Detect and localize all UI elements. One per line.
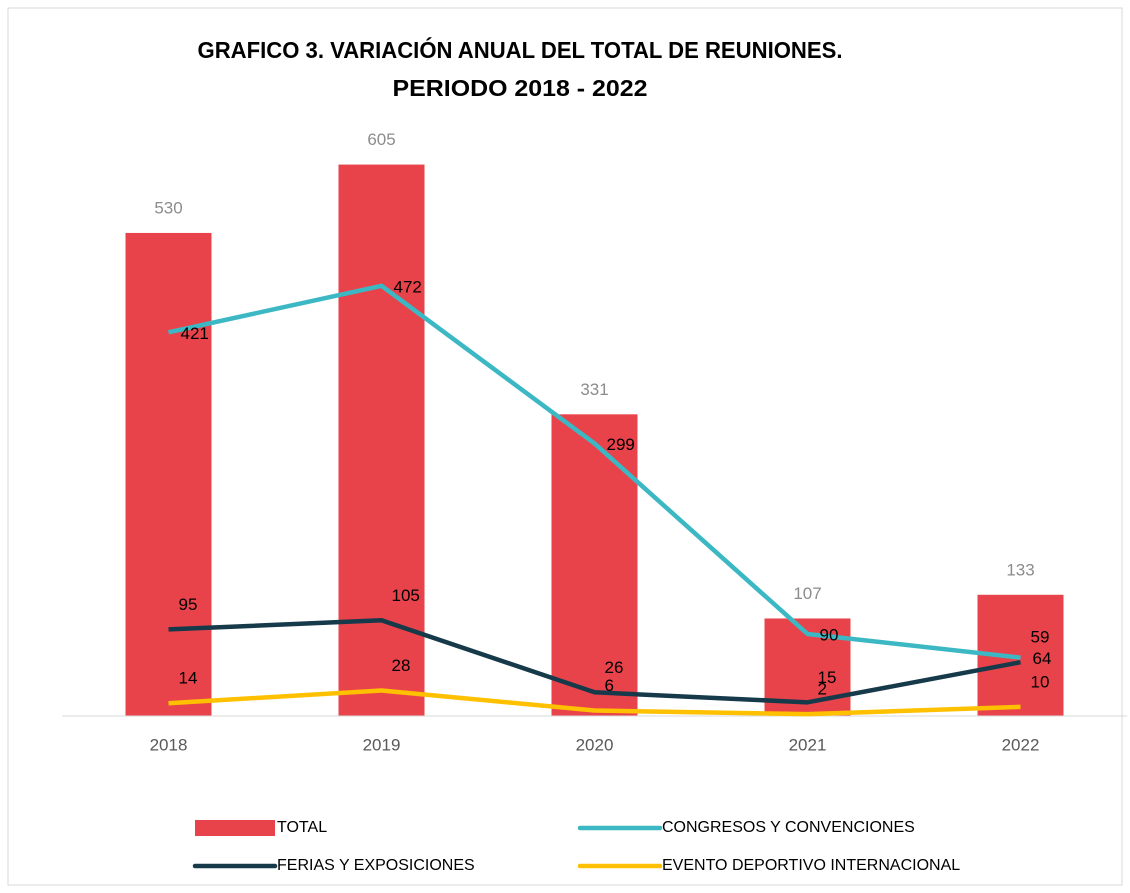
bar xyxy=(338,164,425,717)
data-label: 26 xyxy=(605,658,624,677)
legend-label: FERIAS Y EXPOSICIONES xyxy=(277,857,475,874)
data-label: 64 xyxy=(1033,649,1052,668)
data-label: 6 xyxy=(605,676,614,695)
bar-label: 107 xyxy=(793,584,821,603)
data-label: 421 xyxy=(181,324,209,343)
data-label: 472 xyxy=(394,277,422,296)
x-tick-label: 2021 xyxy=(789,735,827,754)
data-label: 15 xyxy=(818,668,837,687)
data-label: 105 xyxy=(392,586,420,605)
line xyxy=(168,618,1021,705)
data-label: 90 xyxy=(820,625,839,644)
bar-label: 605 xyxy=(367,130,395,149)
bar xyxy=(551,414,638,716)
x-tick-label: 2022 xyxy=(1002,735,1040,754)
data-label: 10 xyxy=(1031,672,1050,691)
data-label: 299 xyxy=(607,435,635,454)
data-label: 59 xyxy=(1031,628,1050,647)
data-label: 2 xyxy=(818,680,827,699)
bar-label: 530 xyxy=(154,198,182,217)
line xyxy=(168,688,1021,717)
chart-subtitle: PERIODO 2018 - 2022 xyxy=(393,75,648,101)
chart-title: GRAFICO 3. VARIACIÓN ANUAL DEL TOTAL DE … xyxy=(198,36,843,63)
legend-label: TOTAL xyxy=(277,819,327,836)
bar xyxy=(125,232,212,716)
x-tick-label: 2020 xyxy=(576,735,614,754)
line xyxy=(168,283,1021,660)
data-label: 14 xyxy=(179,669,198,688)
x-tick-label: 2019 xyxy=(363,735,401,754)
legend-swatch xyxy=(195,820,275,836)
legend-label: CONGRESOS Y CONVENCIONES xyxy=(662,819,915,836)
bar-label: 331 xyxy=(580,380,608,399)
bar-label: 133 xyxy=(1006,560,1034,579)
x-tick-label: 2018 xyxy=(150,735,188,754)
legend-label: EVENTO DEPORTIVO INTERNACIONAL xyxy=(662,857,960,874)
data-label: 28 xyxy=(392,656,411,675)
data-label: 95 xyxy=(179,595,198,614)
